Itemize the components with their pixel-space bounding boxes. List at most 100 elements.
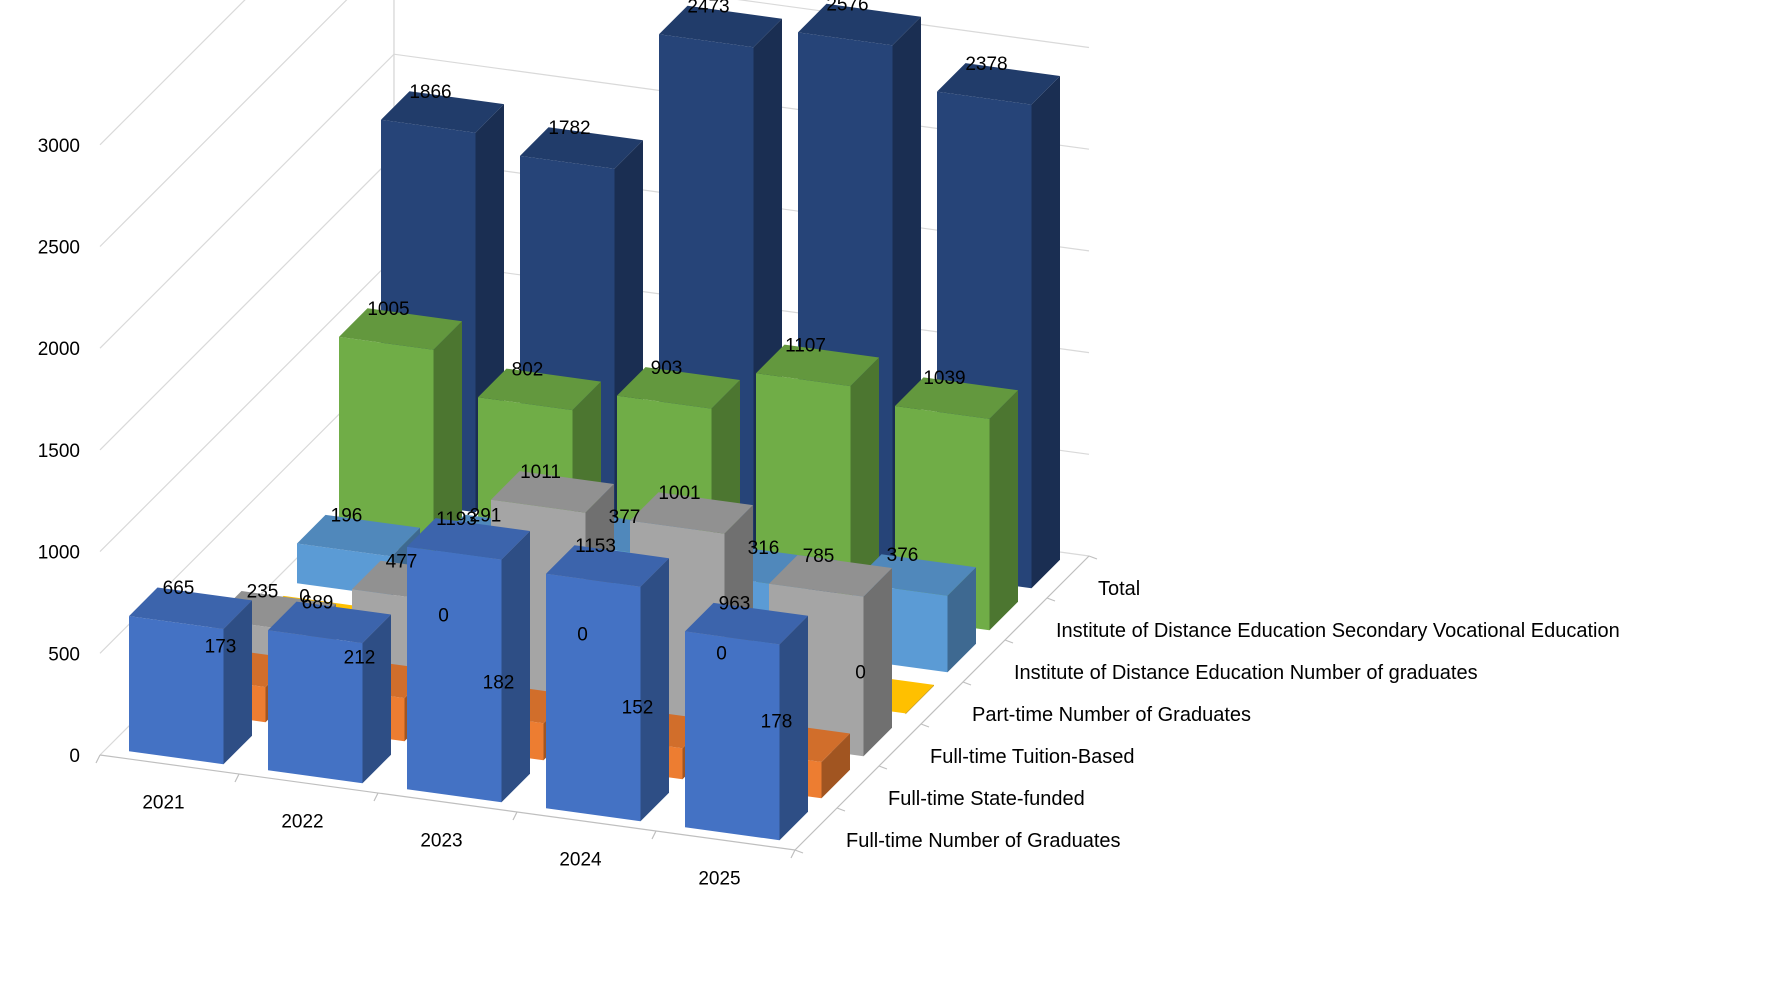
- bar-side: [821, 733, 850, 799]
- bar-side: [223, 600, 252, 765]
- bar-side: [989, 390, 1018, 631]
- data-label: 173: [205, 636, 237, 657]
- series-tick-mark: [962, 681, 972, 686]
- bar-front: [685, 631, 780, 841]
- x-tick-label: 2025: [698, 869, 740, 890]
- x-tick-mark: [234, 773, 240, 783]
- bar-top: [617, 367, 740, 409]
- bar-side: [863, 568, 892, 757]
- bar-side: [905, 684, 934, 715]
- data-label: 291: [470, 505, 502, 526]
- data-label: 903: [651, 358, 683, 379]
- bar-side: [362, 614, 391, 784]
- data-label: 316: [748, 538, 780, 559]
- x-tick-label: 2024: [559, 850, 602, 871]
- bar-front: [268, 630, 363, 784]
- data-label: 0: [577, 625, 588, 646]
- chart-labels: 0 500 1000 1500 2000 2500 3000 2021 2022 2023 2024…: [38, 0, 1620, 890]
- bar-side: [433, 321, 462, 555]
- x-tick-mark: [512, 811, 518, 821]
- data-label: 1039: [923, 368, 965, 389]
- y-tick-label: 1500: [38, 441, 80, 462]
- bar-top: [937, 63, 1060, 105]
- bar-top: [478, 368, 601, 411]
- bar: [129, 587, 252, 765]
- bar-front: [546, 573, 641, 822]
- bar-top: [685, 602, 808, 645]
- data-label: 212: [344, 647, 376, 668]
- bar-top: [659, 5, 782, 48]
- x-tick-label: 2022: [281, 812, 323, 833]
- bar-side: [1031, 76, 1060, 589]
- bar-top: [339, 308, 462, 350]
- bar-front: [407, 546, 502, 803]
- data-label: 665: [163, 578, 195, 599]
- bar: [339, 308, 462, 555]
- bar-top: [381, 91, 504, 133]
- data-label: 178: [761, 711, 793, 732]
- data-label: 376: [887, 545, 919, 566]
- bar-top: [491, 471, 614, 513]
- y-tick-label: 500: [48, 644, 80, 665]
- data-label: 1193: [436, 509, 477, 530]
- bar-top: [268, 601, 391, 644]
- series-tick-mark: [1046, 597, 1056, 602]
- data-label: 963: [719, 594, 751, 615]
- gridline: [99, 0, 246, 146]
- series-tick-mark: [920, 723, 930, 728]
- data-label: 477: [386, 551, 418, 572]
- chart-bars: [129, 3, 1060, 841]
- bar-front: [339, 336, 434, 555]
- bar: [685, 602, 808, 841]
- data-label: 1107: [785, 335, 826, 356]
- data-label: 0: [855, 663, 866, 684]
- data-label: 377: [609, 507, 641, 528]
- x-tick-label: 2023: [420, 831, 462, 852]
- series-axis-label: Institute of Distance Education Number o…: [1014, 662, 1478, 684]
- data-label: 785: [803, 546, 835, 567]
- bar-side: [779, 615, 808, 841]
- bar: [546, 545, 669, 822]
- y-tick-label: 0: [69, 746, 80, 767]
- bar-top: [769, 555, 892, 597]
- x-tick-label: 2021: [142, 793, 184, 814]
- series-tick-mark: [794, 849, 804, 854]
- x-tick-mark: [790, 849, 796, 859]
- bar: [756, 344, 879, 612]
- data-label: 182: [483, 672, 515, 693]
- series-tick-mark: [836, 807, 846, 812]
- data-label: 2576: [826, 0, 868, 16]
- series-axis-label: Institute of Distance Education Secondar…: [1056, 620, 1620, 642]
- bar-side: [501, 531, 530, 803]
- y-tick-label: 1000: [38, 543, 80, 564]
- data-label: 1005: [367, 299, 409, 320]
- y-tick-label: 2000: [38, 339, 80, 360]
- data-label: 1011: [520, 462, 561, 483]
- series-axis-label: Full-time Number of Graduates: [846, 830, 1121, 852]
- bar-side: [640, 558, 669, 822]
- bar-front: [129, 616, 224, 765]
- data-label: 1782: [548, 118, 590, 139]
- data-label: 689: [302, 592, 334, 613]
- x-tick-mark: [651, 830, 657, 840]
- series-axis-label: Full-time State-funded: [888, 788, 1085, 810]
- series-tick-mark: [878, 765, 888, 770]
- bar-side: [850, 357, 879, 612]
- data-label: 1001: [658, 483, 700, 504]
- bar-top: [798, 3, 921, 46]
- data-label: 1153: [575, 536, 616, 557]
- series-tick-mark: [1088, 555, 1098, 560]
- data-label: 2378: [965, 54, 1007, 75]
- bar-top: [546, 545, 669, 587]
- bar-top: [756, 344, 879, 387]
- bar-top: [297, 514, 420, 557]
- bar-top: [520, 127, 643, 169]
- bar: [268, 601, 391, 784]
- series-axis-label: Total: [1098, 578, 1140, 600]
- data-label: 2473: [687, 0, 729, 17]
- data-label: 0: [299, 587, 310, 608]
- bar: [407, 518, 530, 803]
- y-tick-label: 3000: [38, 136, 80, 157]
